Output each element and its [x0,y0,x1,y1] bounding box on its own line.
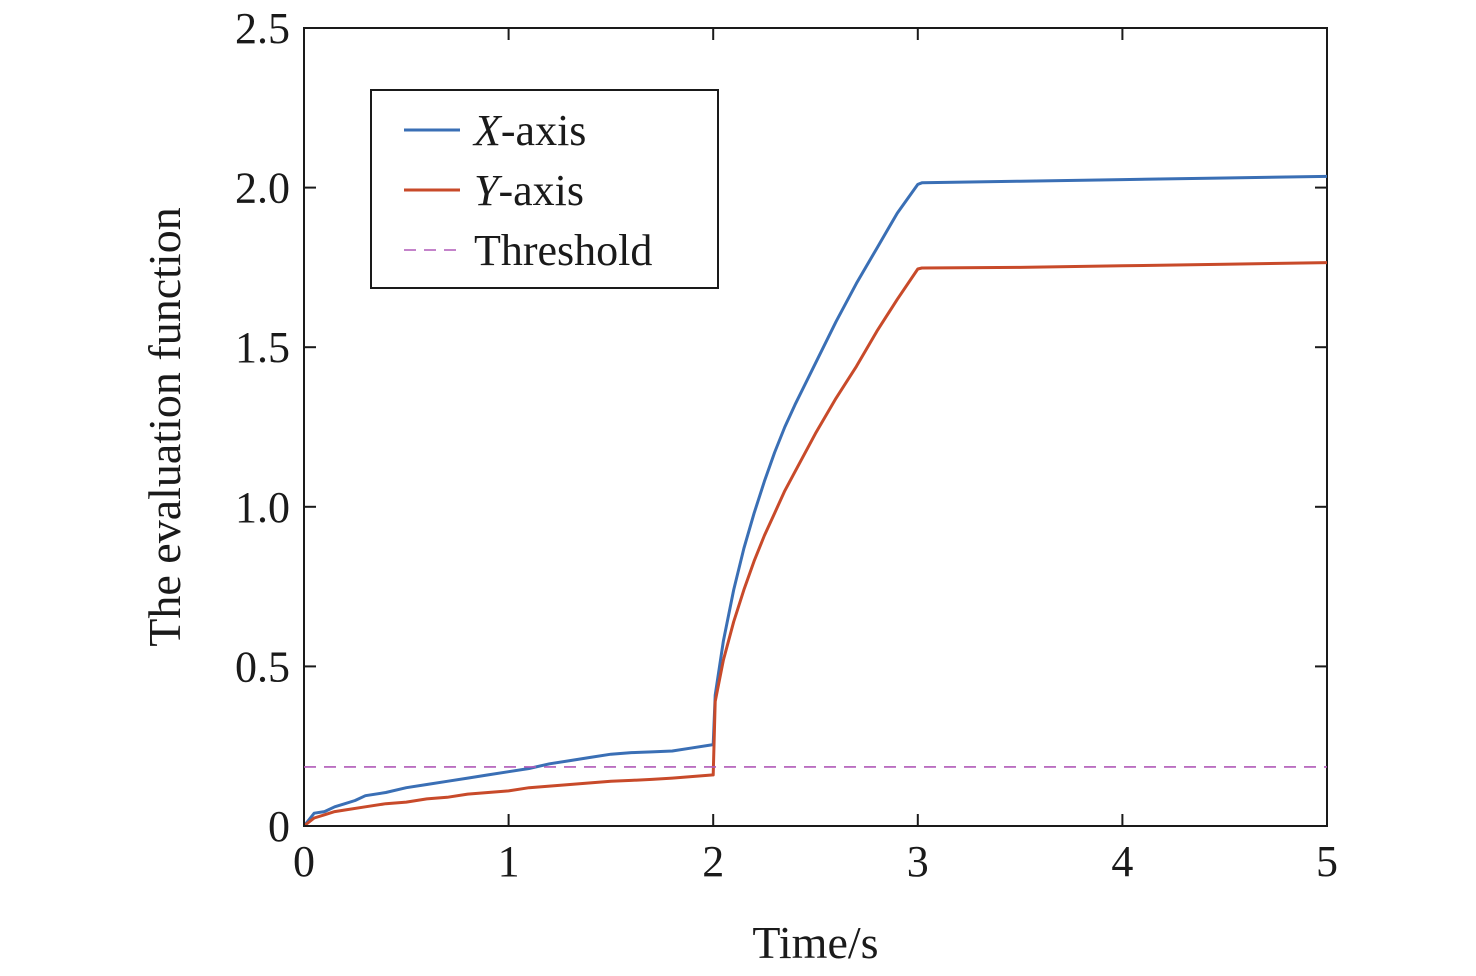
y-tick-label: 0.5 [235,642,290,691]
series-line-y-axis [303,261,1328,828]
plot-frame [303,27,1328,827]
y-tick-label: 1.0 [235,483,290,532]
x-tick-label: 1 [498,837,520,886]
x-tick-label: 0 [293,837,315,886]
y-tick-label: 0 [268,802,290,851]
x-tick-label: 4 [1111,837,1133,886]
legend-label: X-axis [472,106,586,155]
x-tick-label: 3 [907,837,929,886]
legend-label: Threshold [474,226,652,275]
y-tick-label: 2.0 [235,164,290,213]
legend-label: Y-axis [474,166,584,215]
x-tick-label: 5 [1316,837,1338,886]
y-tick-label: 2.5 [235,4,290,53]
x-axis-label: Time/s [752,917,878,968]
y-axis-label: The evaluation function [139,207,190,646]
series-line-x-axis [302,174,1328,827]
x-tick-label: 2 [702,837,724,886]
y-tick-label: 1.5 [235,323,290,372]
